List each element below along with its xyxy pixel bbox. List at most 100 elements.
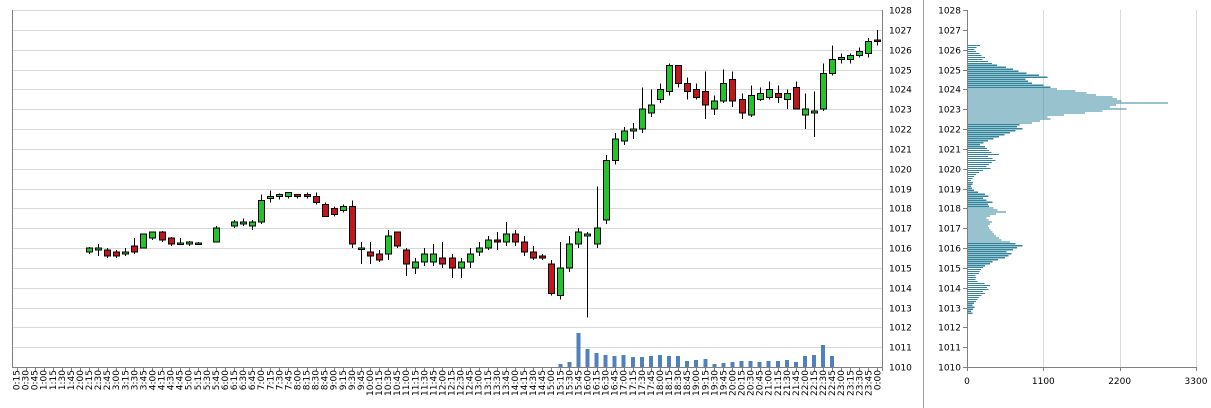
y-tick-label: 1028 (938, 7, 961, 17)
y-tick-label: 1026 (938, 47, 961, 57)
profile-bar (967, 243, 1016, 245)
profile-bar (967, 221, 992, 223)
x-tick-label: 8:15 (303, 370, 313, 390)
candle (594, 186, 601, 248)
x-tick-label: 0:00 (873, 370, 883, 390)
volume-bar (748, 361, 753, 367)
profile-bar (967, 94, 1097, 96)
profile-bar (967, 195, 989, 197)
x-tick-label: 23:00 (837, 370, 847, 396)
x-tick-label: 4:00 (148, 370, 158, 390)
candle (865, 37, 872, 58)
x-tick-label: 2:15 (85, 370, 95, 390)
candle-body-down (494, 239, 501, 243)
profile-bar (967, 205, 990, 207)
candle (847, 53, 854, 64)
candle-body-down (530, 251, 537, 259)
profile-bar (967, 96, 1113, 98)
candle (140, 233, 147, 249)
candle-body-up (766, 88, 773, 98)
profile-bar (967, 90, 1076, 92)
profile-bar (967, 284, 990, 287)
x-tick-label: 9:00 (330, 370, 340, 390)
candle-body-up (140, 233, 147, 249)
candle (793, 81, 800, 110)
x-tick-label: 21:30 (783, 370, 793, 396)
profile-bar (967, 80, 1029, 82)
x-tick-label: 5:15 (194, 370, 204, 390)
x-tick-label: 22:00 (801, 370, 811, 396)
candle-body-down (304, 193, 311, 197)
candle (349, 200, 356, 248)
candle (874, 29, 881, 46)
x-tick-label: 11:45 (429, 370, 439, 396)
candle-body-down (675, 65, 682, 84)
x-tick-label: 7:30 (275, 370, 285, 390)
x-tick-label: 23:15 (846, 370, 856, 396)
candle-body-up (784, 92, 791, 100)
x-tick-label: 7:00 (257, 370, 267, 390)
x-tick-label: 11:30 (420, 370, 430, 396)
profile-bar (967, 245, 1023, 247)
volume-bar (712, 364, 717, 367)
y-tick-label: 1025 (889, 67, 912, 77)
candle (186, 241, 193, 247)
candle-body-up (149, 231, 156, 239)
candle (557, 242, 564, 300)
candle-body-up (476, 247, 483, 253)
y-tick-label: 1019 (938, 186, 961, 196)
candle-body-up (86, 247, 93, 253)
x-tick-label: 17:30 (638, 370, 648, 396)
y-tick-label: 1024 (938, 86, 961, 96)
candle-body-up (621, 130, 628, 142)
y-tick-label: 1011 (938, 344, 961, 354)
candle-body-down (349, 205, 356, 245)
candle-body-up (820, 72, 827, 110)
candle-body-down (729, 78, 736, 102)
candle-body-up (657, 88, 664, 100)
candle (195, 242, 202, 246)
profile-bar (967, 267, 983, 269)
candle (313, 192, 320, 205)
y-tick-label: 1026 (889, 47, 912, 57)
y-tick-label: 1021 (889, 146, 912, 156)
x-tick-label: 8:30 (312, 370, 322, 390)
x-tick-label: 11:15 (411, 370, 421, 396)
x-tick-label: 12:45 (466, 370, 476, 396)
volume-bar (757, 362, 762, 367)
candle (367, 242, 374, 264)
profile-bar (967, 104, 1117, 106)
candle-body-up (240, 221, 247, 225)
profile-bar (967, 233, 995, 235)
profile-bar (967, 191, 979, 193)
x-tick-label: 1:45 (67, 370, 77, 390)
profile-bar (967, 209, 998, 211)
x-tick-label: 13:15 (484, 370, 494, 396)
candle-body-up (575, 231, 582, 245)
profile-bar (967, 88, 1058, 90)
profile-bar (967, 68, 1013, 70)
candle (693, 83, 700, 100)
x-tick-label: 22:30 (819, 370, 829, 396)
candle-body-down (684, 82, 691, 92)
x-tick-label: 12:15 (448, 370, 458, 396)
profile-bar (967, 128, 1023, 130)
x-tick-label: 4:15 (158, 370, 168, 390)
candle (104, 248, 111, 258)
x-tick-label: 0:45 (31, 370, 41, 390)
x-tick-label: 13:30 (493, 370, 503, 396)
candle (820, 63, 827, 112)
profile-bar (967, 181, 974, 183)
profile-bar (967, 239, 1002, 241)
candle (340, 204, 347, 213)
profile-bar (967, 249, 1013, 251)
candle-body-up (557, 267, 564, 297)
candle-body-up (231, 221, 238, 227)
candle-body-up (122, 251, 129, 255)
candle-body-up (412, 261, 419, 269)
profile-bar (967, 153, 999, 156)
candle-body-up (711, 100, 718, 110)
x-tick-label: 10:15 (375, 370, 385, 396)
candle (458, 257, 465, 278)
x-tick-label: 5:00 (185, 370, 195, 390)
